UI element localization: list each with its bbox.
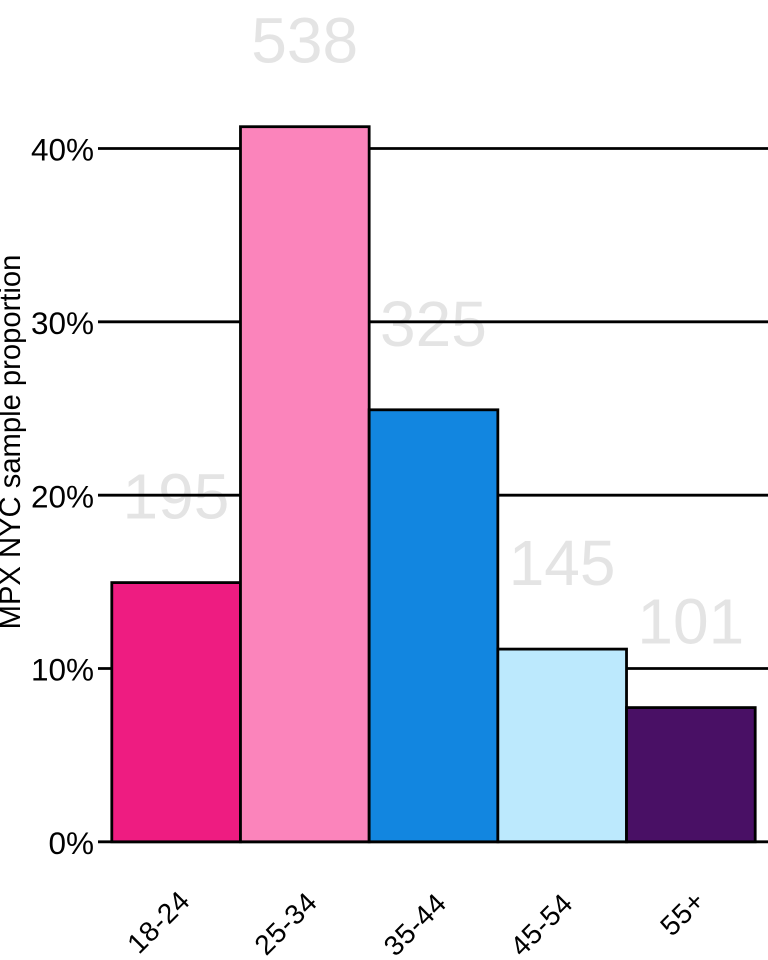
svg-text:325: 325 — [380, 288, 487, 360]
svg-text:30%: 30% — [31, 305, 94, 341]
svg-text:0%: 0% — [48, 825, 94, 861]
svg-text:538: 538 — [251, 5, 358, 77]
svg-text:101: 101 — [637, 586, 744, 658]
svg-text:10%: 10% — [31, 652, 94, 688]
svg-text:20%: 20% — [31, 478, 94, 514]
svg-text:145: 145 — [509, 527, 616, 599]
svg-text:40%: 40% — [31, 132, 94, 168]
svg-text:MPX NYC sample proportion: MPX NYC sample proportion — [0, 255, 27, 630]
